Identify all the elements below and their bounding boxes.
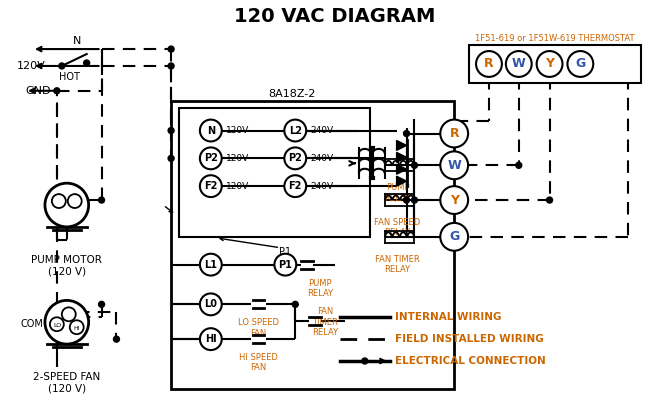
Circle shape [506,51,532,77]
Text: 240V: 240V [310,182,333,191]
Circle shape [98,197,105,203]
Circle shape [275,254,296,276]
Circle shape [537,51,563,77]
Text: W: W [512,57,526,70]
Text: COM: COM [20,319,43,329]
Circle shape [98,301,105,308]
Circle shape [62,308,76,321]
Text: HI: HI [205,334,216,344]
Circle shape [168,127,174,134]
Circle shape [200,175,222,197]
Circle shape [45,300,88,344]
Text: L2: L2 [289,126,302,135]
Text: G: G [576,57,586,70]
Circle shape [411,162,417,168]
Text: LO: LO [54,323,62,328]
Text: FAN SPEED
RELAY: FAN SPEED RELAY [375,218,421,237]
Text: ELECTRICAL CONNECTION: ELECTRICAL CONNECTION [395,356,545,366]
Text: FIELD INSTALLED WIRING: FIELD INSTALLED WIRING [395,334,543,344]
Circle shape [284,175,306,197]
Circle shape [567,51,593,77]
Circle shape [70,320,84,334]
Text: P2: P2 [204,153,218,163]
Text: P2: P2 [288,153,302,163]
Text: 240V: 240V [310,154,333,163]
Text: 120 VAC DIAGRAM: 120 VAC DIAGRAM [234,7,436,26]
Circle shape [168,63,174,69]
Circle shape [200,293,222,315]
Circle shape [403,131,409,137]
Text: 120V: 120V [226,126,249,135]
Circle shape [200,119,222,142]
Bar [469,45,641,83]
Circle shape [476,51,502,77]
Circle shape [440,223,468,251]
Circle shape [200,147,222,169]
Text: 120V: 120V [17,61,46,71]
Bar [179,108,370,237]
Circle shape [84,60,90,66]
Text: W: W [448,159,461,172]
Text: 8A18Z-2: 8A18Z-2 [269,89,316,99]
Text: HOT: HOT [60,72,80,82]
Text: 120V: 120V [226,154,249,163]
Text: P1: P1 [279,247,291,257]
Text: PUMP MOTOR
(120 V): PUMP MOTOR (120 V) [31,255,103,276]
Circle shape [52,194,66,208]
Circle shape [284,147,306,169]
Text: FAN TIMER
RELAY: FAN TIMER RELAY [375,255,420,274]
Circle shape [284,119,306,142]
Text: F2: F2 [289,181,302,191]
Text: PUMP
RELAY: PUMP RELAY [307,279,333,298]
Polygon shape [397,153,407,162]
Text: LO SPEED
FAN: LO SPEED FAN [238,318,279,338]
Circle shape [50,317,64,331]
Text: L0: L0 [204,299,217,309]
Circle shape [403,197,409,203]
Bar [171,101,454,389]
Circle shape [168,155,174,161]
Circle shape [168,46,174,52]
Circle shape [362,358,368,364]
Circle shape [45,183,88,227]
Circle shape [113,336,119,342]
Circle shape [59,63,65,69]
Circle shape [54,88,60,94]
Circle shape [440,151,468,179]
Text: 1F51-619 or 1F51W-619 THERMOSTAT: 1F51-619 or 1F51W-619 THERMOSTAT [475,34,634,43]
Circle shape [68,194,82,208]
Text: HI SPEED
FAN: HI SPEED FAN [239,353,278,372]
Text: N: N [207,126,215,135]
Circle shape [292,301,298,308]
Polygon shape [397,164,407,174]
Text: L1: L1 [204,260,217,270]
Circle shape [440,186,468,214]
Text: 2-SPEED FAN
(120 V): 2-SPEED FAN (120 V) [33,372,100,393]
Circle shape [200,254,222,276]
Text: Y: Y [450,194,459,207]
Text: G: G [449,230,460,243]
Text: R: R [484,57,494,70]
Text: 240V: 240V [310,126,333,135]
Text: F2: F2 [204,181,218,191]
Text: GND: GND [25,86,50,96]
Text: PUMP
RELAY: PUMP RELAY [385,183,411,202]
Text: N: N [72,36,81,46]
Text: HI: HI [74,326,80,331]
Polygon shape [397,176,407,186]
Text: R: R [450,127,459,140]
Circle shape [411,197,417,203]
Text: 120V: 120V [226,182,249,191]
Text: FAN
TIMER
RELAY: FAN TIMER RELAY [312,308,338,337]
Text: Y: Y [545,57,554,70]
Polygon shape [397,140,407,150]
Circle shape [200,328,222,350]
Circle shape [516,162,522,168]
Circle shape [440,119,468,147]
Circle shape [547,197,553,203]
Text: P1: P1 [279,260,292,270]
Text: INTERNAL WIRING: INTERNAL WIRING [395,312,501,322]
